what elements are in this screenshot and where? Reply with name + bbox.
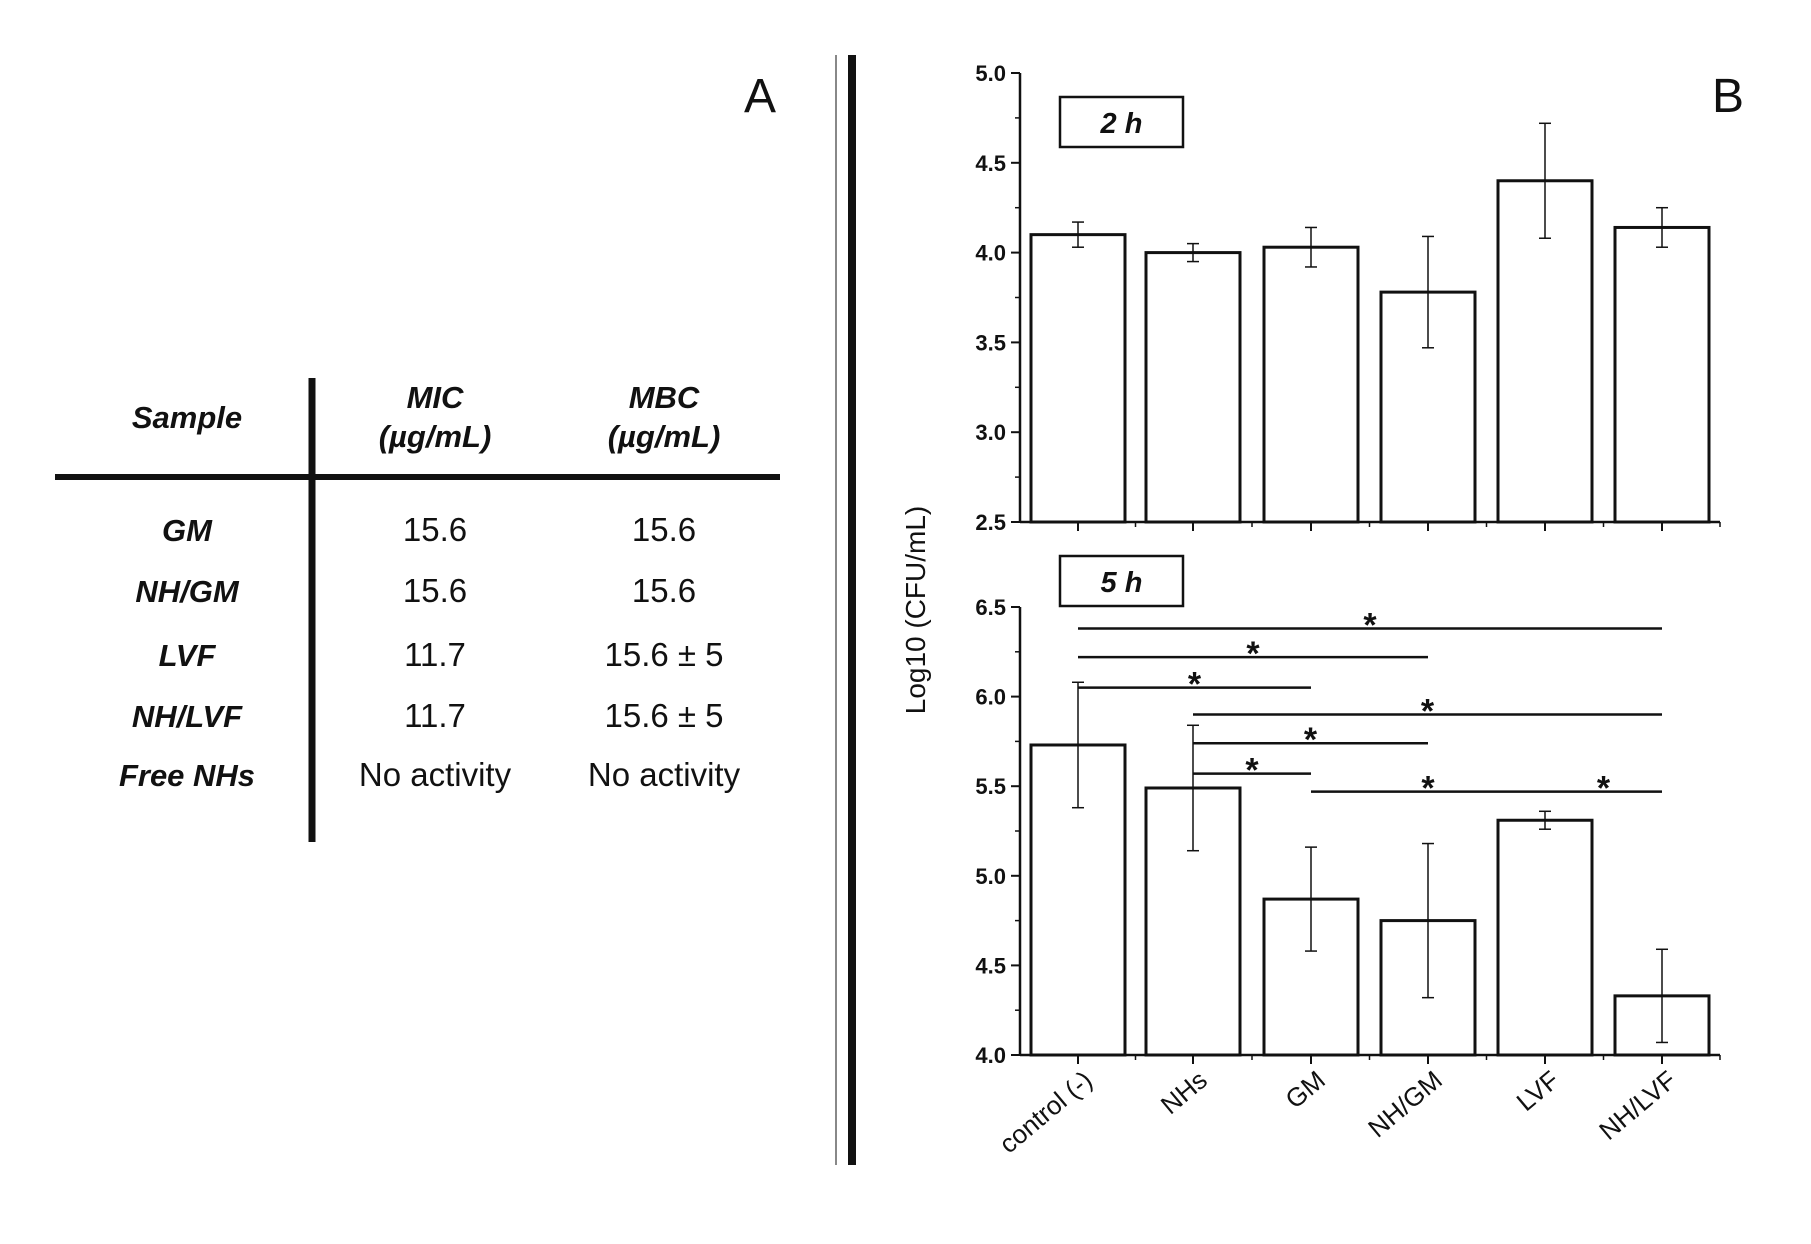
significance-star: * bbox=[1421, 770, 1435, 808]
legend-label: 5 h bbox=[1101, 567, 1143, 599]
bar bbox=[1613, 225, 1711, 524]
row-mic: No activity bbox=[359, 756, 512, 793]
panel-b: B Log10 (CFU/mL) 2.5 3.0 3.5 4.0 4.5 5.0 2 h 4… bbox=[900, 61, 1744, 1159]
row-sample: Free NHs bbox=[119, 758, 255, 793]
row-sample: GM bbox=[162, 513, 213, 548]
row-sample: NH/LVF bbox=[132, 699, 243, 734]
legend-box bbox=[1058, 95, 1185, 149]
significance-star: * bbox=[1597, 770, 1611, 808]
significance-star: * bbox=[1245, 752, 1259, 790]
significance-star: * bbox=[1246, 635, 1260, 673]
panel-b-letter: B bbox=[1712, 70, 1744, 123]
row-mbc: 15.6 ± 5 bbox=[604, 636, 723, 673]
y-tick-label: 6.5 bbox=[975, 595, 1006, 620]
row-sample: NH/GM bbox=[135, 574, 240, 609]
y-tick-label: 4.0 bbox=[975, 1043, 1006, 1068]
chart-2h: 2.5 3.0 3.5 4.0 4.5 5.0 2 h bbox=[975, 61, 1721, 535]
chart-5h: 4.04.55.05.56.06.55 h****** * *control (-)… bbox=[975, 554, 1721, 1159]
y-tick-label: 4.0 bbox=[975, 241, 1006, 266]
row-sample: LVF bbox=[159, 638, 217, 673]
y-axis-label: Log10 (CFU/mL) bbox=[900, 506, 931, 715]
bar bbox=[1144, 251, 1242, 524]
header-mbc: MBC bbox=[629, 380, 700, 415]
bar bbox=[1029, 233, 1127, 524]
header-sample: Sample bbox=[132, 400, 242, 435]
row-mbc: 15.6 bbox=[632, 511, 696, 548]
significance-star: * bbox=[1363, 607, 1377, 645]
row-mic: 11.7 bbox=[404, 636, 466, 673]
y-tick-label: 2.5 bbox=[975, 510, 1006, 535]
y-tick-label: 4.5 bbox=[975, 953, 1006, 978]
significance-star: * bbox=[1421, 693, 1435, 731]
row-mic: 11.7 bbox=[404, 697, 466, 734]
header-mic-unit: (µg/mL) bbox=[379, 419, 492, 454]
legend-box bbox=[1058, 554, 1185, 608]
table-row: NH/LVF 11.7 15.6 ± 5 bbox=[132, 697, 724, 734]
y-tick-label: 4.5 bbox=[975, 151, 1006, 176]
row-mic: 15.6 bbox=[403, 511, 467, 548]
y-tick-label: 3.5 bbox=[975, 330, 1006, 355]
significance-star: * bbox=[1188, 666, 1202, 704]
table-row: LVF 11.7 15.6 ± 5 bbox=[159, 636, 724, 673]
row-mic: 15.6 bbox=[403, 572, 467, 609]
bar bbox=[1496, 818, 1594, 1057]
panel-a-letter: A bbox=[744, 70, 776, 123]
panel-a: A Sample MIC (µg/mL) MBC (µg/mL) GM 15.6… bbox=[55, 70, 780, 842]
y-tick-label: 5.0 bbox=[975, 864, 1006, 889]
table-row: NH/GM 15.6 15.6 bbox=[135, 572, 696, 609]
row-mbc: No activity bbox=[588, 756, 741, 793]
y-tick-label: 5.0 bbox=[975, 61, 1006, 86]
y-tick-label: 3.0 bbox=[975, 420, 1006, 445]
legend-label: 2 h bbox=[1100, 108, 1143, 140]
row-mbc: 15.6 ± 5 bbox=[604, 697, 723, 734]
row-mbc: 15.6 bbox=[632, 572, 696, 609]
significance-star: * bbox=[1304, 721, 1318, 759]
y-tick-label: 6.0 bbox=[975, 685, 1006, 710]
table-row: Free NHs No activity No activity bbox=[119, 756, 741, 793]
bar bbox=[1262, 245, 1360, 524]
header-mbc-unit: (µg/mL) bbox=[608, 419, 721, 454]
table-row: GM 15.6 15.6 bbox=[162, 511, 696, 548]
header-mic: MIC bbox=[407, 380, 464, 415]
y-tick-label: 5.5 bbox=[975, 774, 1006, 799]
